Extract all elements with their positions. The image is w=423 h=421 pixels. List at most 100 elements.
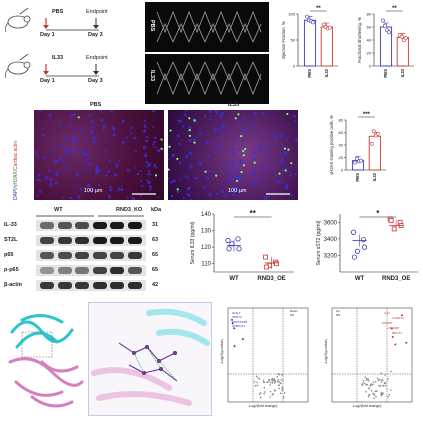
data-point (263, 381, 265, 384)
nucleus (146, 172, 150, 176)
nucleus (139, 169, 143, 172)
volcano-2-hit: LGMPT1 (392, 316, 405, 320)
gh2ax-focus (234, 117, 237, 120)
gh2ax-focus (215, 174, 218, 177)
y-tick-label: 0 (341, 168, 344, 173)
data-point (274, 261, 279, 267)
nucleus (181, 125, 185, 128)
nucleus (37, 178, 40, 182)
blot-band (92, 222, 107, 229)
nucleus (221, 123, 225, 128)
data-point (367, 396, 370, 398)
y-tick-label: 0 (369, 64, 372, 69)
nucleus (34, 151, 37, 154)
nucleus (265, 167, 269, 170)
nucleus (220, 132, 223, 135)
category-label: RND3_OE (257, 276, 285, 282)
significance-label: ** (392, 6, 397, 12)
data-point (365, 390, 367, 393)
nucleus (136, 172, 140, 176)
gh2ax-focus (77, 116, 80, 119)
y-tick-label: 100 (288, 12, 295, 17)
nucleus (146, 165, 149, 168)
nucleus (117, 159, 120, 162)
data-point (362, 379, 365, 382)
gh2ax-chart-svg: 0 20 40 60 80 γH2AX staining positive cells, … (329, 112, 386, 182)
gh2ax-focus (235, 179, 239, 182)
nucleus (111, 127, 116, 131)
blot-band (57, 252, 72, 259)
nucleus (205, 141, 209, 145)
blot-kda-header: kDa (151, 207, 162, 213)
hit-point (405, 341, 408, 344)
category-label: IL33 (324, 68, 329, 77)
nucleus (36, 194, 39, 197)
dapi-label: DAPI (13, 188, 19, 200)
volcano-plot-2: -Log2(fold change) -Log10(p-value) IL33 … (322, 304, 418, 412)
hit-point (231, 318, 234, 321)
nucleus (177, 119, 180, 123)
nucleus (277, 179, 281, 184)
nucleus (274, 180, 278, 184)
category-label: PBS (383, 69, 388, 78)
nucleus (35, 150, 38, 153)
blot-protein-label: β-actin (4, 282, 23, 288)
y-tick-label: 40 (367, 38, 372, 43)
nucleus (88, 114, 92, 117)
blot-group-ko: RND3_KO (116, 207, 143, 213)
data-point (368, 379, 370, 382)
nucleus (55, 160, 59, 164)
nucleus (115, 165, 119, 168)
nucleus (295, 138, 298, 141)
nucleus (90, 131, 94, 135)
nucleus (239, 159, 243, 163)
nucleus (236, 137, 239, 140)
data-point (368, 393, 371, 396)
nucleus (282, 157, 285, 160)
nucleus (243, 116, 247, 120)
data-point (384, 374, 386, 376)
actin-label: Cardiac actin (13, 140, 19, 170)
nucleus (167, 158, 170, 161)
nucleus (227, 168, 232, 173)
data-point (225, 237, 231, 244)
nucleus (216, 128, 219, 131)
nucleus (286, 138, 288, 141)
y-tick-label: 20 (339, 155, 344, 160)
data-point (276, 376, 278, 378)
nucleus (144, 119, 147, 122)
blot-band (110, 267, 124, 274)
nucleus (44, 176, 48, 180)
nucleus (41, 128, 44, 131)
nucleus (142, 145, 147, 150)
data-point (266, 381, 268, 384)
nucleus (62, 159, 65, 162)
data-point (277, 384, 280, 387)
scheme-start: Day 1 (40, 78, 55, 84)
volcano-plot-1: -Log2(fold change) -Log10(p-value) GNG7 … (218, 304, 312, 412)
nucleus (278, 135, 281, 138)
gh2ax-focus (188, 129, 191, 132)
data-point (372, 381, 375, 384)
nucleus (256, 177, 260, 181)
nucleus (232, 186, 236, 190)
y-tick-label: 3400 (324, 237, 338, 243)
data-point (281, 374, 283, 376)
nucleus (289, 174, 293, 178)
nucleus (237, 121, 240, 125)
data-point (374, 390, 377, 393)
data-point (282, 396, 285, 399)
nucleus (206, 177, 210, 180)
y-tick-label: 20 (367, 51, 372, 56)
data-point (277, 378, 280, 381)
hit-point (231, 322, 234, 325)
data-point (271, 381, 274, 384)
blot-band (75, 237, 89, 244)
gh2ax-focus (253, 161, 256, 164)
data-point (351, 254, 358, 260)
nucleus (36, 153, 39, 156)
volcano-plot-1-svg (227, 307, 309, 403)
blot-band (92, 252, 107, 259)
y-tick-label: 3200 (324, 253, 338, 259)
